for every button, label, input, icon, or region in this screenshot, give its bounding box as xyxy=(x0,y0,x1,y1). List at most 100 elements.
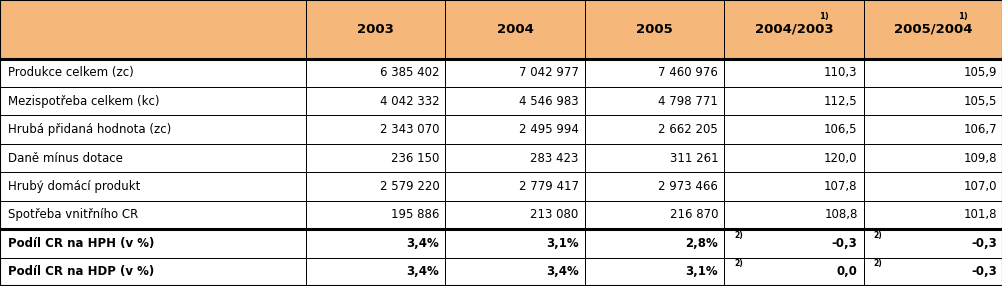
Bar xyxy=(306,201,445,229)
Bar xyxy=(0,116,306,144)
Bar xyxy=(306,0,445,59)
Text: 3,1%: 3,1% xyxy=(545,237,578,250)
Text: 6 385 402: 6 385 402 xyxy=(380,66,439,79)
Bar xyxy=(445,59,584,87)
Text: Hrubý domácí produkt: Hrubý domácí produkt xyxy=(8,180,140,193)
Text: 4 042 332: 4 042 332 xyxy=(380,95,439,108)
Text: 107,0: 107,0 xyxy=(963,180,996,193)
Bar xyxy=(723,87,863,116)
Text: Podíl CR na HDP (v %): Podíl CR na HDP (v %) xyxy=(8,265,154,278)
Text: 7 460 976: 7 460 976 xyxy=(657,66,717,79)
Bar xyxy=(863,59,1002,87)
Text: 2,8%: 2,8% xyxy=(684,237,717,250)
Bar xyxy=(306,172,445,201)
Text: 3,4%: 3,4% xyxy=(406,237,439,250)
Text: 3,4%: 3,4% xyxy=(406,265,439,278)
Text: 2 343 070: 2 343 070 xyxy=(380,123,439,136)
Text: 2005/2004: 2005/2004 xyxy=(893,23,972,36)
Bar xyxy=(584,201,723,229)
Bar xyxy=(863,116,1002,144)
Bar xyxy=(445,258,584,286)
Bar xyxy=(0,229,306,258)
Text: 2 579 220: 2 579 220 xyxy=(379,180,439,193)
Text: Daně mínus dotace: Daně mínus dotace xyxy=(8,152,123,165)
Text: 3,1%: 3,1% xyxy=(684,265,717,278)
Bar xyxy=(306,258,445,286)
Bar xyxy=(306,229,445,258)
Bar xyxy=(863,87,1002,116)
Bar xyxy=(445,144,584,172)
Text: 106,5: 106,5 xyxy=(824,123,857,136)
Bar xyxy=(584,116,723,144)
Bar xyxy=(445,172,584,201)
Text: 213 080: 213 080 xyxy=(530,208,578,221)
Bar xyxy=(0,172,306,201)
Text: Mezispotřeba celkem (kc): Mezispotřeba celkem (kc) xyxy=(8,95,159,108)
Bar xyxy=(445,229,584,258)
Text: 2): 2) xyxy=(733,259,742,268)
Bar xyxy=(723,116,863,144)
Bar xyxy=(0,258,306,286)
Text: 2 662 205: 2 662 205 xyxy=(657,123,717,136)
Text: 7 042 977: 7 042 977 xyxy=(518,66,578,79)
Text: 2): 2) xyxy=(873,259,882,268)
Bar xyxy=(306,87,445,116)
Bar xyxy=(306,116,445,144)
Text: 2004: 2004 xyxy=(496,23,533,36)
Bar xyxy=(0,0,306,59)
Bar xyxy=(0,59,306,87)
Text: -0,3: -0,3 xyxy=(970,237,996,250)
Text: 2 973 466: 2 973 466 xyxy=(657,180,717,193)
Bar xyxy=(863,0,1002,59)
Text: 106,7: 106,7 xyxy=(962,123,996,136)
Bar xyxy=(0,87,306,116)
Text: 2): 2) xyxy=(873,231,882,240)
Text: 2003: 2003 xyxy=(357,23,394,36)
Text: 120,0: 120,0 xyxy=(824,152,857,165)
Text: 4 546 983: 4 546 983 xyxy=(519,95,578,108)
Text: 2005: 2005 xyxy=(635,23,672,36)
Text: 112,5: 112,5 xyxy=(823,95,857,108)
Bar xyxy=(306,144,445,172)
Bar xyxy=(445,116,584,144)
Bar xyxy=(584,0,723,59)
Bar xyxy=(863,201,1002,229)
Text: 105,5: 105,5 xyxy=(963,95,996,108)
Text: Produkce celkem (zc): Produkce celkem (zc) xyxy=(8,66,133,79)
Bar xyxy=(723,258,863,286)
Text: -0,3: -0,3 xyxy=(831,237,857,250)
Text: 195 886: 195 886 xyxy=(391,208,439,221)
Bar xyxy=(863,258,1002,286)
Text: 107,8: 107,8 xyxy=(824,180,857,193)
Text: 311 261: 311 261 xyxy=(669,152,717,165)
Bar xyxy=(445,0,584,59)
Text: Podíl CR na HPH (v %): Podíl CR na HPH (v %) xyxy=(8,237,154,250)
Bar xyxy=(723,144,863,172)
Text: 2 779 417: 2 779 417 xyxy=(518,180,578,193)
Bar xyxy=(723,172,863,201)
Bar xyxy=(0,201,306,229)
Text: 3,4%: 3,4% xyxy=(545,265,578,278)
Text: Hrubá přidaná hodnota (zc): Hrubá přidaná hodnota (zc) xyxy=(8,123,171,136)
Text: 283 423: 283 423 xyxy=(530,152,578,165)
Bar xyxy=(584,172,723,201)
Bar xyxy=(723,201,863,229)
Bar xyxy=(863,144,1002,172)
Text: 110,3: 110,3 xyxy=(824,66,857,79)
Text: -0,3: -0,3 xyxy=(970,265,996,278)
Text: 0,0: 0,0 xyxy=(836,265,857,278)
Bar xyxy=(863,172,1002,201)
Bar xyxy=(723,59,863,87)
Bar xyxy=(584,258,723,286)
Bar xyxy=(584,59,723,87)
Text: Spotřeba vnitřního CR: Spotřeba vnitřního CR xyxy=(8,208,138,221)
Bar xyxy=(445,87,584,116)
Text: 101,8: 101,8 xyxy=(963,208,996,221)
Bar xyxy=(863,229,1002,258)
Text: 4 798 771: 4 798 771 xyxy=(657,95,717,108)
Bar xyxy=(584,87,723,116)
Bar xyxy=(723,0,863,59)
Text: 1): 1) xyxy=(957,12,967,21)
Bar xyxy=(0,144,306,172)
Bar xyxy=(584,229,723,258)
